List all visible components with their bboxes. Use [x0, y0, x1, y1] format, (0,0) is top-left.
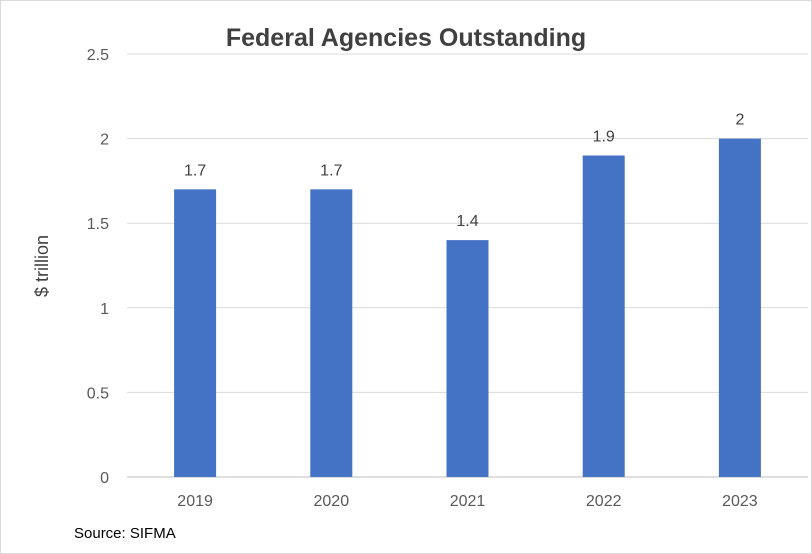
x-tick-label: 2020 [314, 493, 350, 510]
data-label: 1.9 [593, 129, 615, 146]
x-tick-label: 2022 [586, 493, 622, 510]
data-label: 1.7 [184, 162, 206, 179]
x-tick-label: 2023 [722, 493, 758, 510]
x-tick-label: 2021 [450, 493, 486, 510]
y-axis-title: $ trillion [32, 235, 52, 297]
source-note: Source: SIFMA [74, 525, 176, 542]
data-label: 1.4 [456, 213, 478, 230]
y-tick-label: 0 [100, 470, 109, 487]
bar [582, 155, 625, 477]
bar [174, 189, 217, 478]
bar [718, 138, 761, 477]
y-tick-label: 2 [100, 132, 109, 149]
bar [310, 189, 353, 478]
chart-title: Federal Agencies Outstanding [226, 24, 586, 52]
y-tick-label: 0.5 [87, 385, 109, 402]
data-label: 1.7 [320, 162, 342, 179]
y-tick-label: 2.5 [87, 47, 109, 64]
y-tick-label: 1 [100, 301, 109, 318]
bar [446, 240, 489, 477]
x-tick-label: 2019 [177, 493, 213, 510]
y-tick-label: 1.5 [87, 216, 109, 233]
data-label: 2 [735, 112, 744, 129]
